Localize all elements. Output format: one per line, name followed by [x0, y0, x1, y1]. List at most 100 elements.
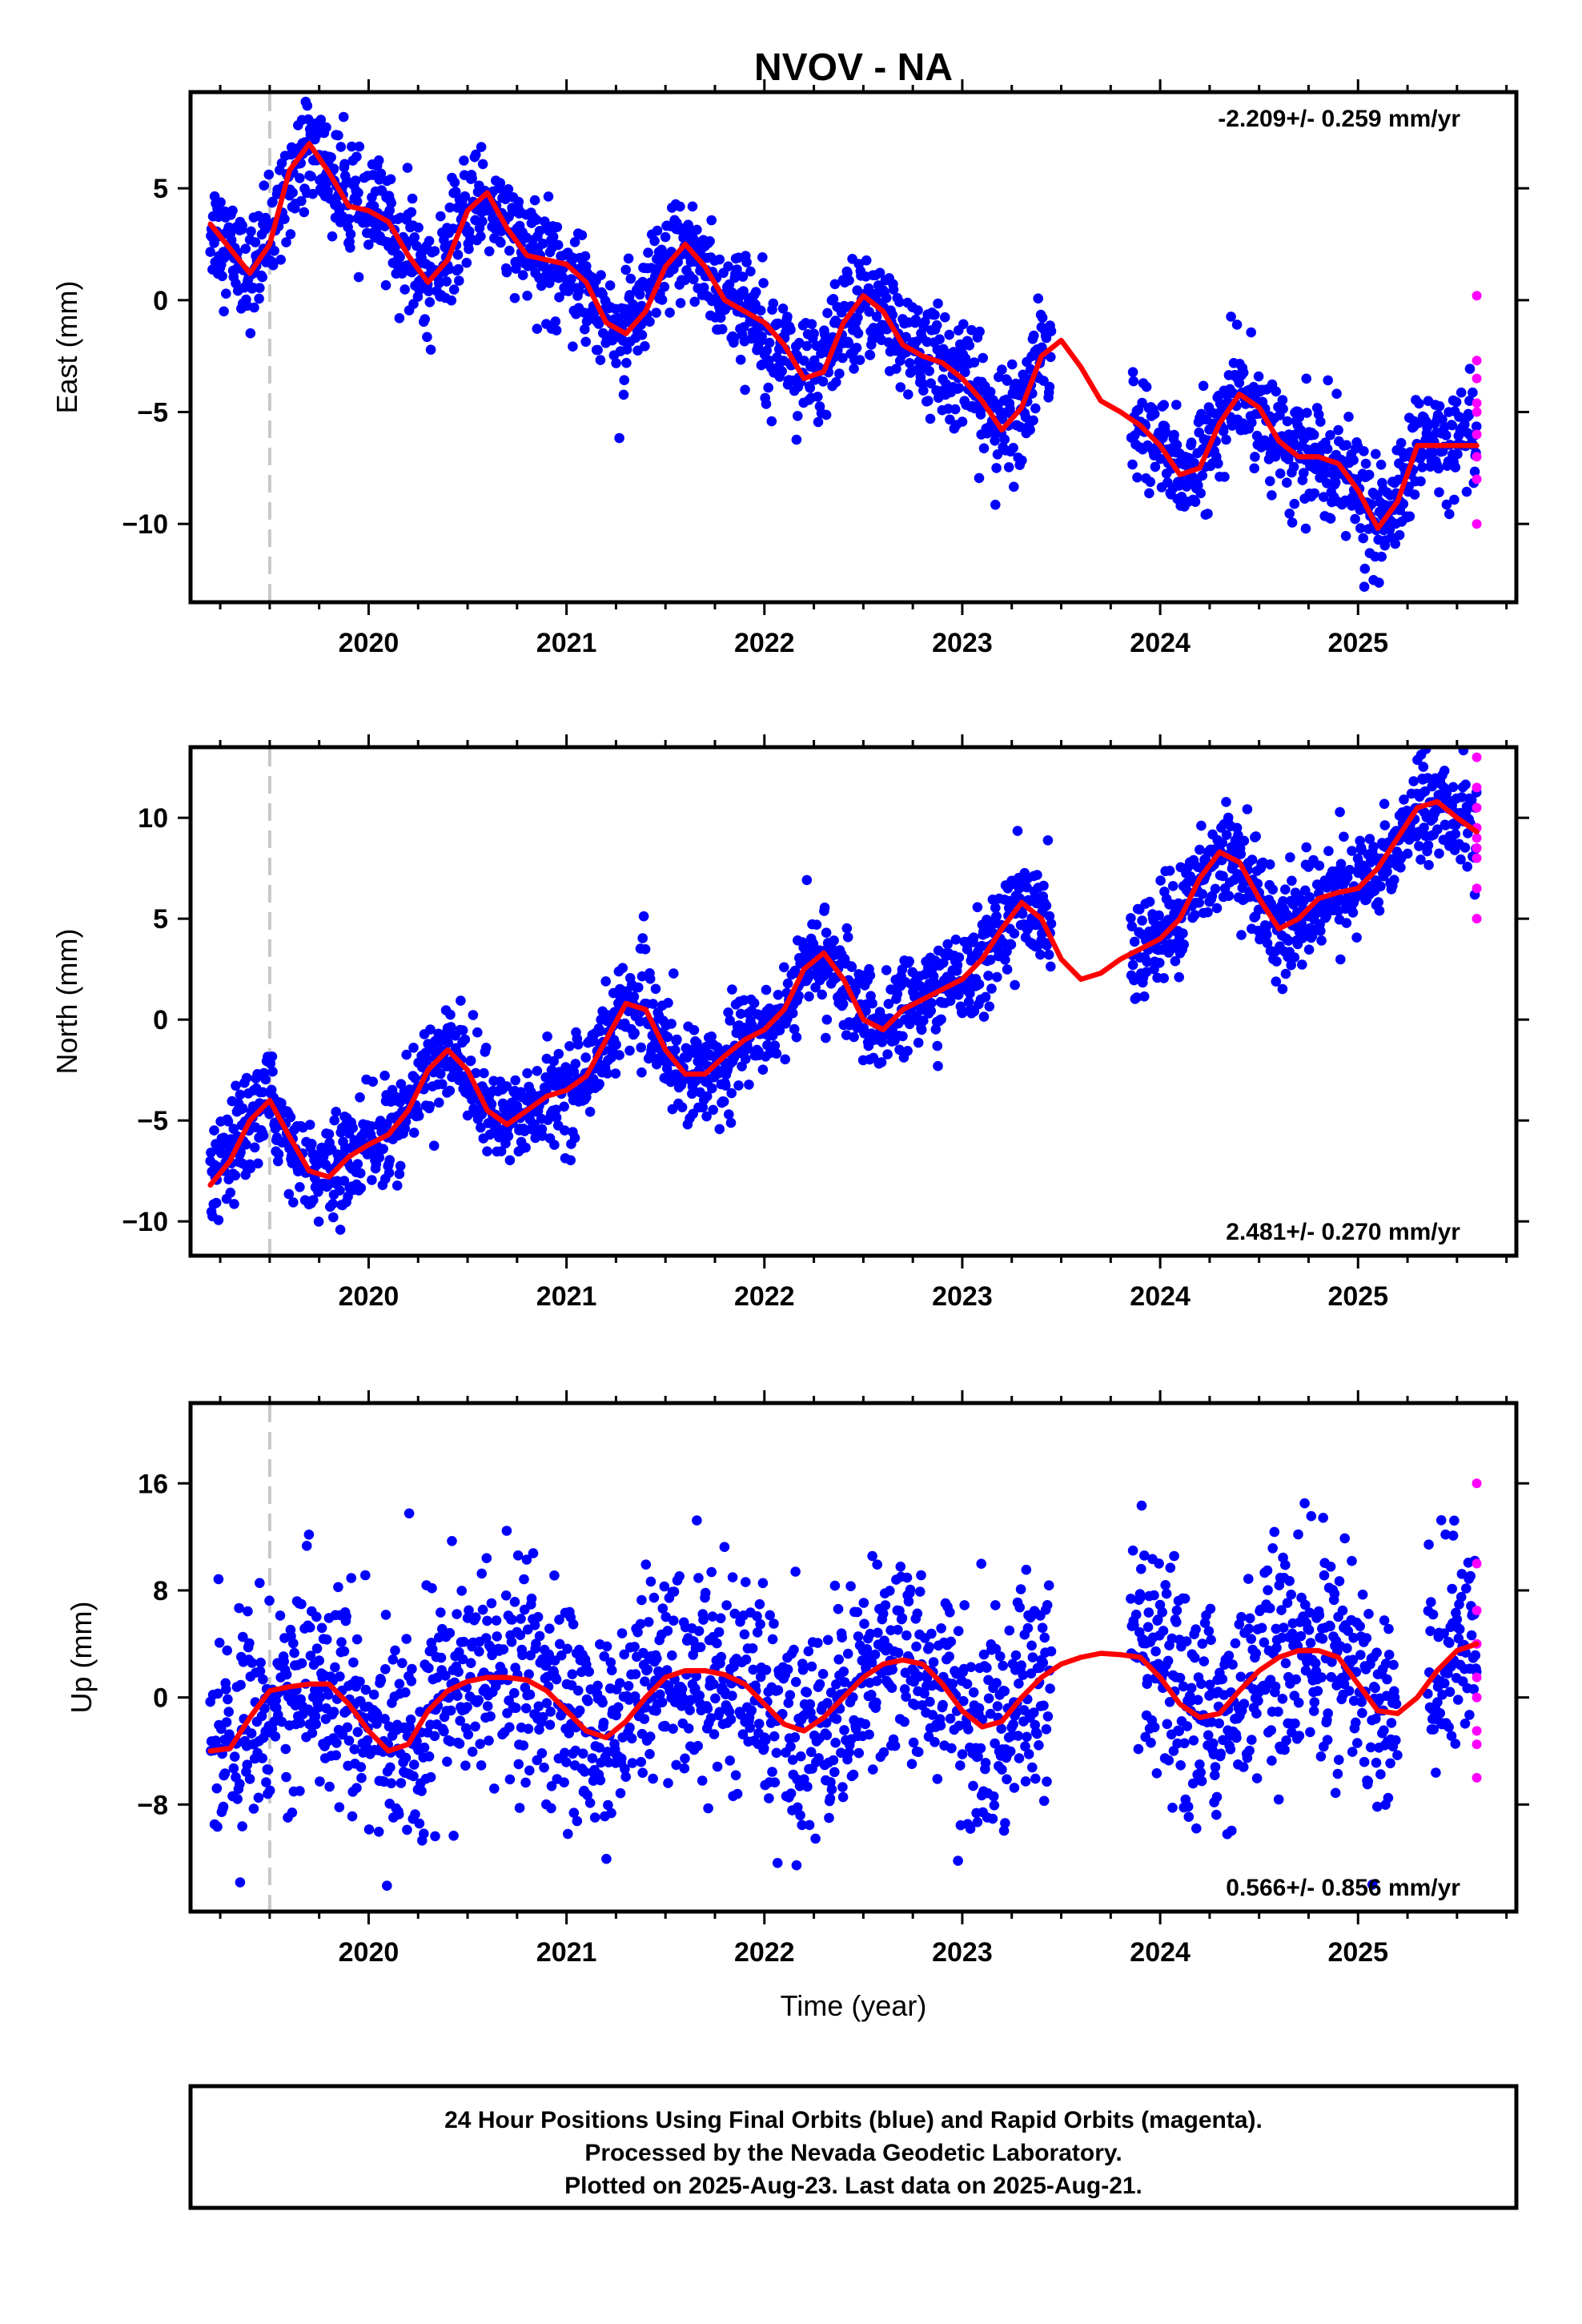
- data-point: [295, 1786, 305, 1796]
- data-point: [409, 232, 420, 243]
- data-point: [721, 1080, 731, 1091]
- data-point: [345, 243, 355, 253]
- data-point: [515, 1630, 526, 1640]
- data-point: [524, 1669, 534, 1679]
- data-point: [209, 1125, 219, 1136]
- data-point: [323, 1690, 334, 1700]
- rapid-point: [1472, 398, 1482, 408]
- data-point: [1359, 446, 1369, 456]
- rapid-point: [1472, 883, 1482, 894]
- data-point: [1335, 806, 1345, 818]
- data-point: [295, 1718, 306, 1728]
- data-point: [725, 1015, 735, 1026]
- data-point: [212, 1688, 223, 1699]
- data-point: [393, 1809, 404, 1819]
- data-point: [453, 263, 464, 275]
- data-point: [1419, 822, 1429, 833]
- data-point: [881, 292, 892, 304]
- data-point: [504, 1774, 516, 1785]
- data-point: [385, 174, 396, 185]
- data-point: [1368, 842, 1379, 852]
- data-point: [1158, 400, 1169, 410]
- data-point: [757, 331, 767, 342]
- data-point: [457, 1025, 468, 1035]
- x-tick-label: 2021: [536, 1281, 597, 1312]
- data-point: [1456, 792, 1468, 802]
- data-point: [1341, 918, 1352, 928]
- data-point: [534, 1630, 545, 1642]
- data-point: [1189, 457, 1199, 468]
- data-point: [574, 285, 584, 296]
- x-tick-label: 2022: [734, 1281, 795, 1312]
- data-point: [980, 991, 991, 1003]
- data-point: [1002, 376, 1013, 386]
- data-point: [1238, 368, 1249, 378]
- data-point: [701, 1111, 712, 1122]
- data-point: [638, 911, 649, 922]
- data-point: [1223, 812, 1234, 823]
- data-point: [1031, 898, 1042, 909]
- data-point: [1150, 461, 1161, 472]
- data-point: [522, 291, 532, 301]
- data-point: [517, 270, 528, 280]
- data-point: [231, 1080, 241, 1092]
- data-point: [624, 290, 635, 300]
- data-point: [741, 1577, 751, 1587]
- data-point: [568, 1807, 580, 1818]
- data-point: [675, 298, 686, 308]
- data-point: [897, 964, 908, 975]
- data-point: [1464, 364, 1476, 374]
- data-point: [1415, 476, 1426, 487]
- data-point: [1277, 395, 1288, 405]
- data-point: [1221, 434, 1231, 445]
- data-point: [930, 978, 940, 988]
- data-point: [497, 1667, 508, 1677]
- data-point: [1247, 854, 1258, 865]
- data-point: [529, 1620, 540, 1630]
- data-point: [520, 1703, 532, 1714]
- data-point: [689, 296, 700, 308]
- data-point: [1017, 908, 1028, 919]
- data-point: [715, 312, 726, 324]
- data-point: [1210, 883, 1221, 895]
- data-point: [212, 1821, 223, 1832]
- data-point: [249, 1142, 260, 1153]
- data-point: [335, 203, 345, 214]
- data-point: [712, 1761, 723, 1772]
- data-point: [1447, 782, 1459, 793]
- data-point: [328, 1212, 339, 1223]
- data-point: [757, 252, 768, 263]
- data-point: [512, 1550, 524, 1561]
- data-point: [846, 962, 857, 972]
- data-point: [311, 1719, 322, 1730]
- data-point: [1451, 396, 1462, 408]
- data-point: [913, 1037, 924, 1048]
- data-point: [410, 1809, 420, 1819]
- data-point: [601, 1853, 612, 1864]
- data-point: [592, 1680, 603, 1691]
- data-point: [805, 383, 816, 393]
- data-point: [703, 1803, 713, 1814]
- data-point: [549, 1570, 560, 1581]
- data-point: [556, 1650, 567, 1661]
- data-point: [346, 1573, 357, 1583]
- data-point: [1315, 416, 1326, 427]
- data-point: [774, 1025, 785, 1035]
- data-point: [714, 1707, 725, 1718]
- data-point: [285, 1112, 296, 1123]
- data-point: [424, 1100, 436, 1112]
- data-point: [636, 330, 648, 340]
- data-point: [629, 1027, 640, 1039]
- data-point: [648, 999, 658, 1009]
- data-point: [773, 990, 784, 1000]
- data-point: [477, 1604, 488, 1615]
- data-point: [732, 1788, 743, 1799]
- data-point: [363, 1824, 375, 1835]
- data-point: [221, 1684, 231, 1695]
- data-point: [1022, 882, 1032, 893]
- data-point: [769, 1040, 781, 1051]
- data-point: [693, 1740, 703, 1751]
- data-point: [524, 1765, 535, 1776]
- data-point: [1423, 840, 1434, 850]
- data-point: [1144, 488, 1154, 499]
